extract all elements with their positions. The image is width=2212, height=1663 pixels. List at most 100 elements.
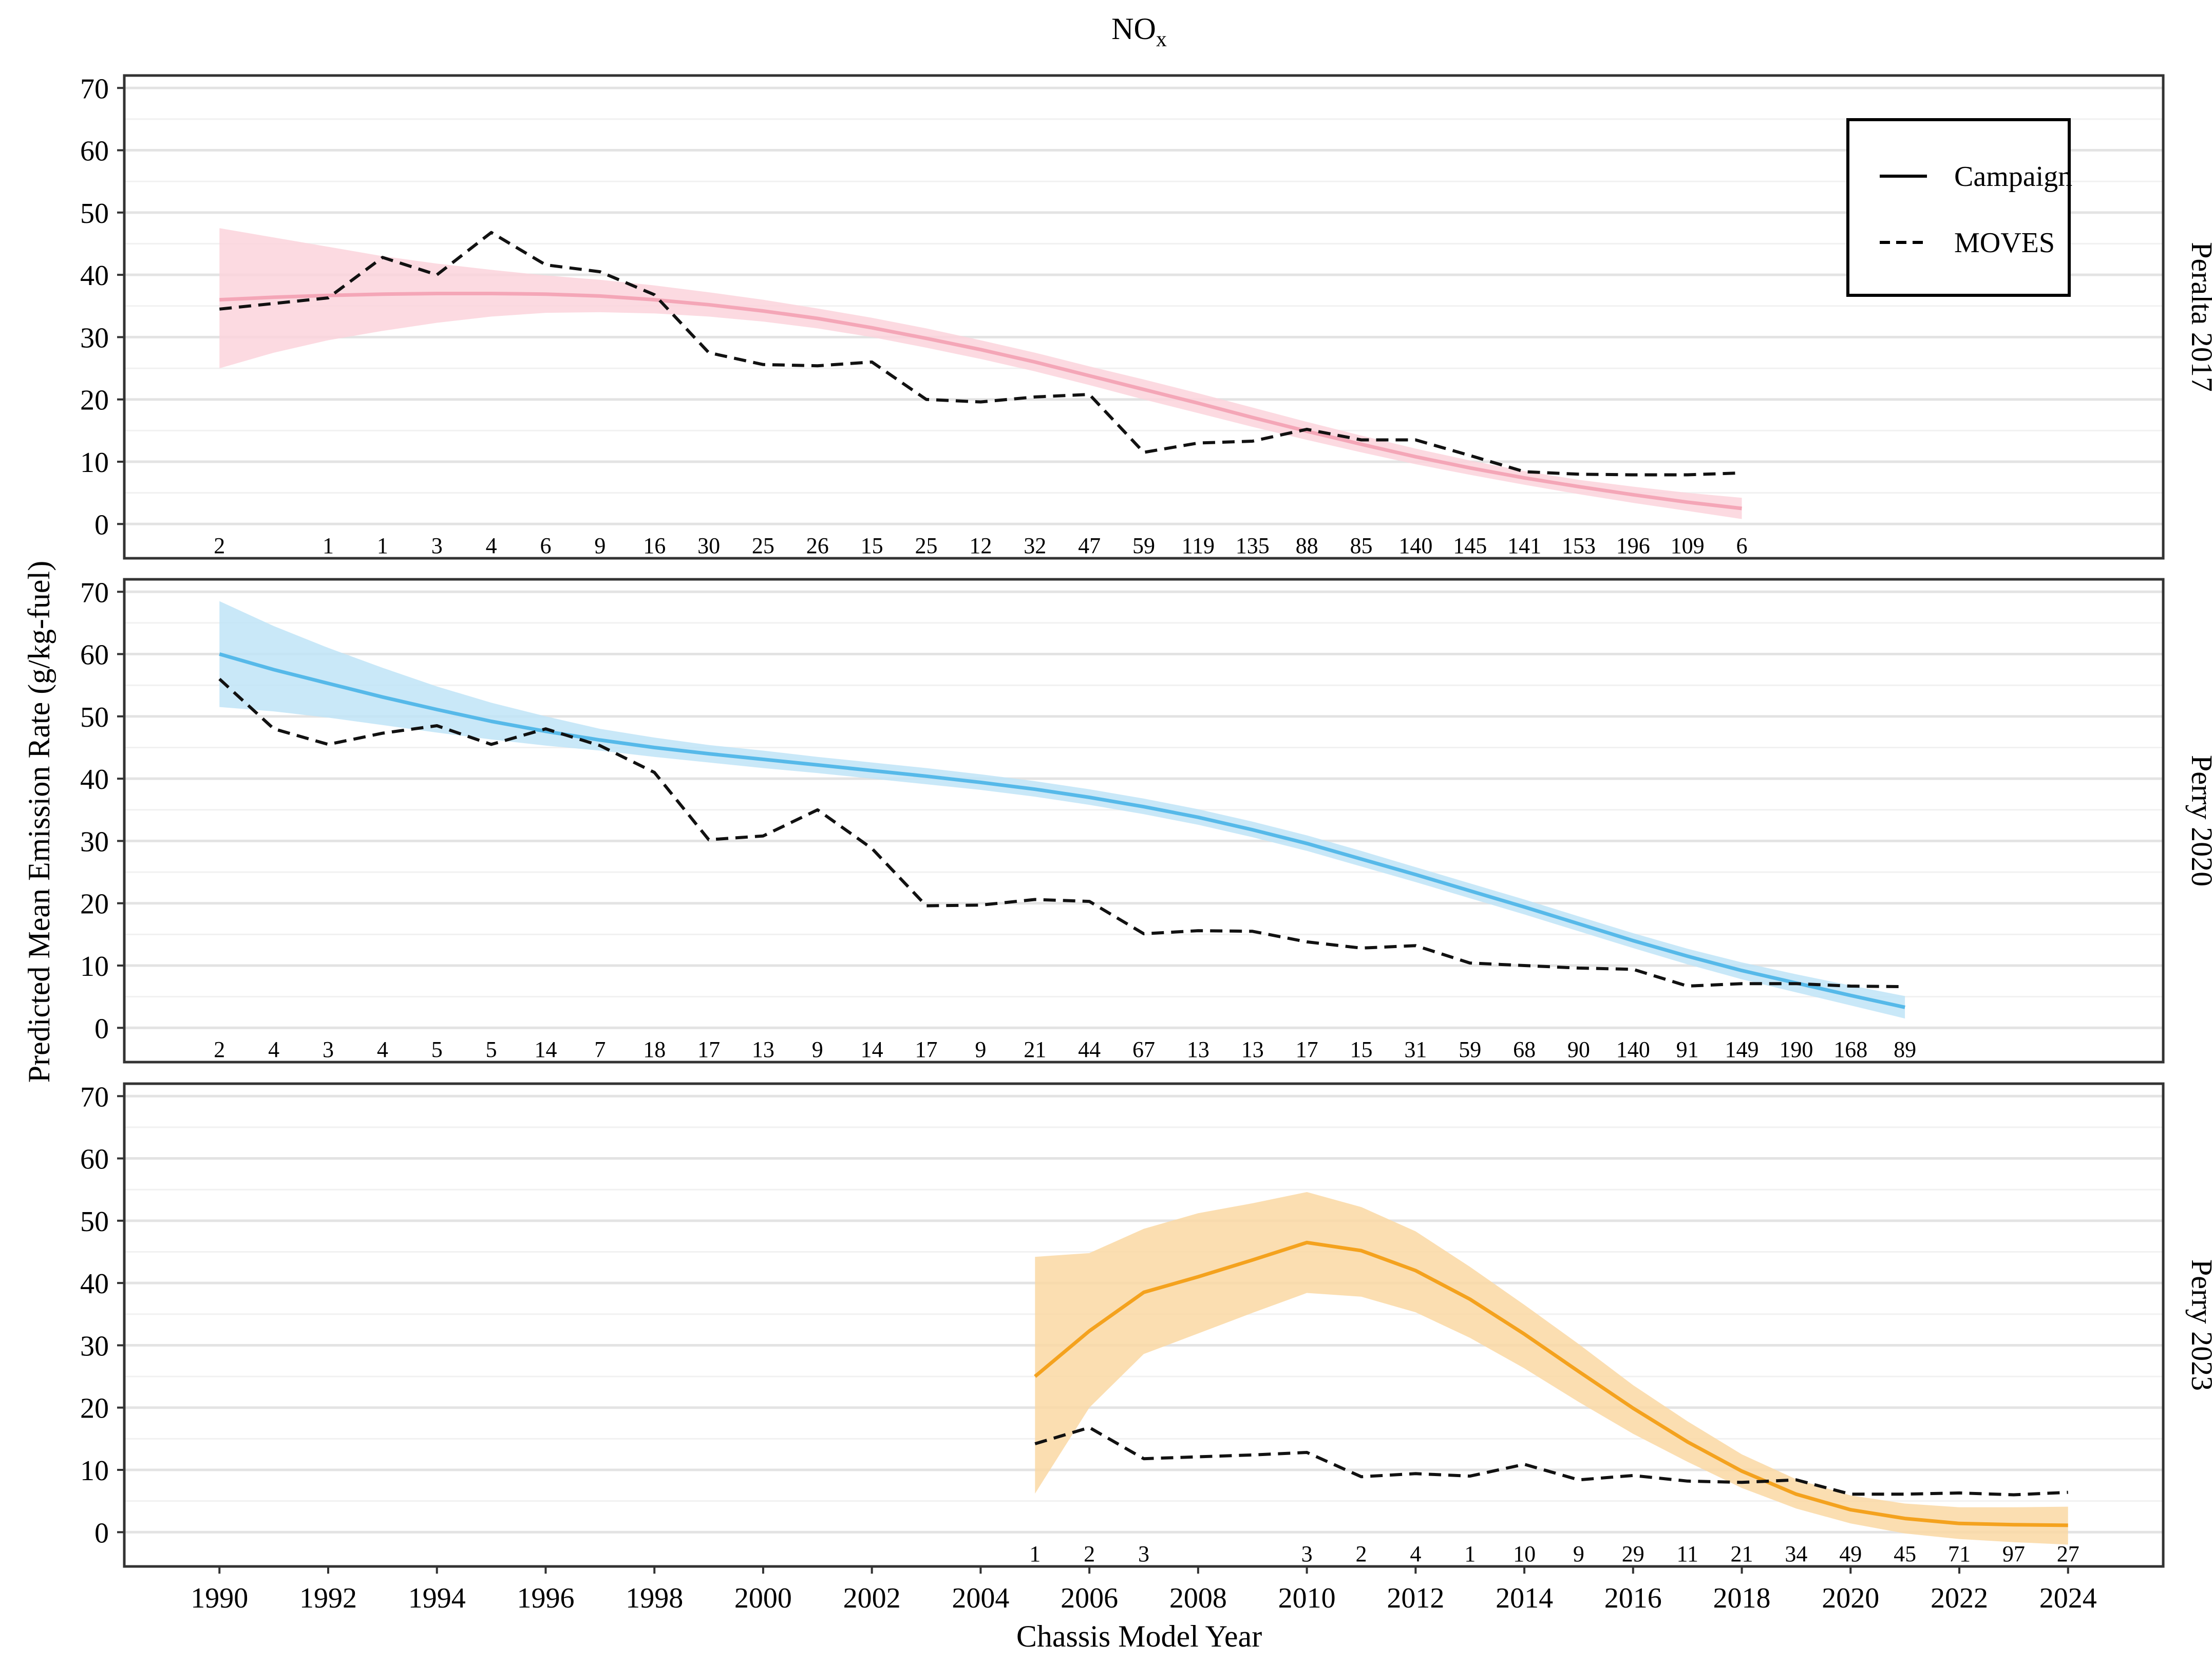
perry-2023-y-tick-label: 20 — [80, 1393, 109, 1425]
perry-2023-count-label: 2 — [1084, 1541, 1095, 1566]
perry-2020-y-tick-label: 30 — [80, 826, 109, 858]
perry-2020-y-tick-label: 0 — [94, 1013, 109, 1045]
perry-2023-count-label: 29 — [1622, 1541, 1644, 1566]
peralta-2017-y-tick-label: 60 — [80, 136, 109, 167]
perry-2023-y-tick-label: 0 — [94, 1517, 109, 1549]
peralta-2017-count-label: 135 — [1236, 533, 1270, 558]
perry-2020-strip-label: Perry 2020 — [2185, 755, 2212, 886]
perry-2020-count-label: 13 — [1241, 1037, 1264, 1062]
perry-2020-count-label: 14 — [534, 1037, 557, 1062]
perry-2020-y-tick-label: 10 — [80, 951, 109, 982]
perry-2020-y-tick-label: 70 — [80, 577, 109, 609]
perry-2020-count-label: 89 — [1894, 1037, 1916, 1062]
perry-2020-moves-line — [218, 677, 1905, 989]
perry-2023-y-tick-label: 30 — [80, 1330, 109, 1362]
peralta-2017-count-label: 25 — [752, 533, 774, 558]
peralta-2017-count-label: 153 — [1562, 533, 1596, 558]
perry-2020-count-label: 90 — [1567, 1037, 1590, 1062]
perry-2020-count-label: 168 — [1833, 1037, 1867, 1062]
perry-2020-count-label: 149 — [1725, 1037, 1759, 1062]
peralta-2017-y-tick-label: 20 — [80, 385, 109, 417]
perry-2020-count-label: 59 — [1459, 1037, 1481, 1062]
perry-2020-count-label: 14 — [861, 1037, 883, 1062]
x-tick-label: 2008 — [1169, 1582, 1227, 1614]
peralta-2017-count-label: 30 — [697, 533, 720, 558]
perry-2023-count-label: 10 — [1513, 1541, 1536, 1566]
perry-2023-count-label: 45 — [1894, 1541, 1916, 1566]
perry-2020-count-label: 5 — [431, 1037, 443, 1062]
perry-2023-count-label: 2 — [1355, 1541, 1367, 1566]
perry-2023-count-label: 11 — [1676, 1541, 1698, 1566]
x-tick-label: 2004 — [952, 1582, 1009, 1614]
perry-2020-count-label: 9 — [812, 1037, 823, 1062]
legend-moves-label: MOVES — [1954, 227, 2055, 259]
perry-2023-y-tick-label: 70 — [80, 1081, 109, 1113]
perry-2023-count-label: 3 — [1301, 1541, 1313, 1566]
perry-2023-count-label: 21 — [1731, 1541, 1753, 1566]
chart-title: NOx — [1111, 12, 1167, 51]
perry-2023-moves-line — [1034, 1426, 2068, 1497]
perry-2023-count-label: 3 — [1138, 1541, 1149, 1566]
legend-campaign-label: Campaign — [1954, 161, 2072, 193]
perry-2023-strip-label: Perry 2023 — [2185, 1259, 2212, 1391]
peralta-2017-count-label: 6 — [1736, 533, 1748, 558]
panel-peralta-2017: 0 10 20 30 40 50 60 70 2 1 1 3 4 6 9 16 30 25 26 15 25 12 32 47… — [80, 73, 2212, 560]
x-axis-title: Chassis Model Year — [1016, 1619, 1262, 1653]
perry-2020-y-tick-label: 40 — [80, 764, 109, 796]
perry-2020-count-label: 44 — [1078, 1037, 1101, 1062]
peralta-2017-count-label: 196 — [1616, 533, 1650, 558]
perry-2023-count-label: 27 — [2057, 1541, 2079, 1566]
x-tick-label: 2022 — [1931, 1582, 1988, 1614]
peralta-2017-y-tick-label: 0 — [94, 509, 109, 541]
panel-perry-2020: 0 10 20 30 40 50 60 70 2 4 3 4 5 5 14 7 18 17 13 9 14 17 9 21 44… — [80, 577, 2212, 1064]
perry-2023-count-label: 71 — [1948, 1541, 1971, 1566]
perry-2020-count-label: 17 — [697, 1037, 720, 1062]
peralta-2017-y-tick-label: 40 — [80, 260, 109, 292]
perry-2023-y-tick-label: 50 — [80, 1206, 109, 1238]
perry-2020-campaign-line — [219, 652, 1905, 1009]
x-tick-label: 2016 — [1604, 1582, 1662, 1614]
peralta-2017-y-tick-label: 50 — [80, 198, 109, 230]
perry-2023-count-label: 1 — [1464, 1541, 1476, 1566]
peralta-2017-count-label: 88 — [1296, 533, 1318, 558]
peralta-2017-count-label: 59 — [1132, 533, 1155, 558]
perry-2020-count-label: 190 — [1779, 1037, 1813, 1062]
panel-perry-2023: 0 10 20 30 40 50 60 70 1 2 3 3 2 4 1 10 9 29 11 21 34 49 45 71 9… — [80, 1081, 2212, 1568]
peralta-2017-panel-border — [123, 74, 2165, 560]
perry-2020-y-tick-label: 20 — [80, 889, 109, 920]
peralta-2017-count-label: 140 — [1398, 533, 1432, 558]
perry-2023-count-label: 34 — [1785, 1541, 1807, 1566]
x-tick-label: 2024 — [2039, 1582, 2097, 1614]
peralta-2017-count-label: 12 — [969, 533, 992, 558]
x-tick-label: 2010 — [1278, 1582, 1336, 1614]
x-tick-label: 1994 — [408, 1582, 466, 1614]
peralta-2017-count-label: 25 — [915, 533, 938, 558]
perry-2020-y-tick-label: 50 — [80, 702, 109, 733]
x-tick-label: 1992 — [299, 1582, 357, 1614]
perry-2023-campaign-line — [1034, 1240, 2068, 1527]
perry-2020-count-label: 21 — [1024, 1037, 1046, 1062]
x-tick-label: 2014 — [1496, 1582, 1553, 1614]
x-tick-label: 2002 — [843, 1582, 901, 1614]
peralta-2017-count-label: 85 — [1350, 533, 1372, 558]
perry-2020-count-label: 17 — [915, 1037, 938, 1062]
x-tick-label: 1996 — [517, 1582, 574, 1614]
peralta-2017-count-label: 1 — [377, 533, 388, 558]
perry-2020-count-label: 3 — [323, 1037, 334, 1062]
peralta-2017-y-tick-label: 70 — [80, 73, 109, 105]
perry-2020-count-label: 13 — [1187, 1037, 1209, 1062]
x-axis: 1990 1992 1994 1996 1998 2000 2002 2004 2006 2008… — [191, 1566, 2097, 1614]
legend: Campaign MOVES — [1846, 118, 2072, 297]
perry-2023-count-label: 9 — [1573, 1541, 1584, 1566]
peralta-2017-count-label: 15 — [861, 533, 883, 558]
peralta-2017-count-label: 3 — [431, 533, 443, 558]
perry-2020-count-label: 7 — [594, 1037, 606, 1062]
peralta-2017-count-label: 141 — [1507, 533, 1541, 558]
perry-2020-count-label: 4 — [377, 1037, 388, 1062]
perry-2020-count-label: 5 — [486, 1037, 497, 1062]
perry-2023-count-label: 4 — [1410, 1541, 1421, 1566]
perry-2020-count-label: 31 — [1404, 1037, 1427, 1062]
peralta-2017-count-label: 119 — [1182, 533, 1215, 558]
peralta-2017-count-label: 2 — [214, 533, 225, 558]
